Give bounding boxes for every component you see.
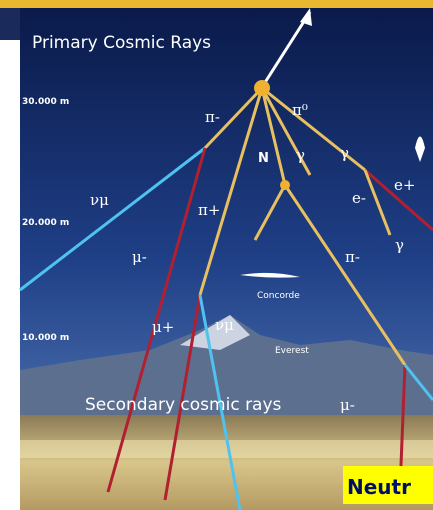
highlight-text: Neutr <box>347 475 411 499</box>
collision-burst <box>280 180 290 190</box>
title: Primary Cosmic Rays <box>32 33 211 53</box>
particle-label: π- <box>345 248 360 266</box>
particle-label: μ- <box>132 248 147 266</box>
caption: Secondary cosmic rays <box>85 395 282 415</box>
particle-label: N <box>258 151 269 166</box>
particle-label: νμ <box>215 316 234 334</box>
particle-label: γ <box>296 146 305 164</box>
collision-burst <box>254 80 270 96</box>
particle-label: e+ <box>394 176 415 194</box>
mountains <box>20 315 433 420</box>
particle-label: μ+ <box>152 318 174 336</box>
particle-tracks <box>19 11 433 510</box>
arrow-head <box>300 8 312 26</box>
particle-label: γ <box>340 144 349 162</box>
landmark-label: Concorde <box>257 291 300 301</box>
altitude-label: 30.000 m <box>22 97 69 107</box>
particle-label: νμ <box>90 191 109 209</box>
altitude-label: 10.000 m <box>22 333 69 343</box>
top-bar <box>0 0 433 8</box>
altitude-label: 20.000 m <box>22 218 69 228</box>
balloon-icon <box>415 136 425 162</box>
highlight-box <box>343 466 433 504</box>
ground-layer <box>20 440 433 458</box>
particle-label: μ- <box>340 396 355 414</box>
concorde-icon <box>240 272 300 278</box>
particle-label: π+ <box>198 201 220 219</box>
particle-label: e- <box>352 189 366 207</box>
snow <box>180 315 250 350</box>
particle-label: π⁰ <box>292 101 308 119</box>
landmark-label: Everest <box>275 346 309 356</box>
particle-label: γ <box>395 236 404 254</box>
particle-label: π- <box>205 108 220 126</box>
